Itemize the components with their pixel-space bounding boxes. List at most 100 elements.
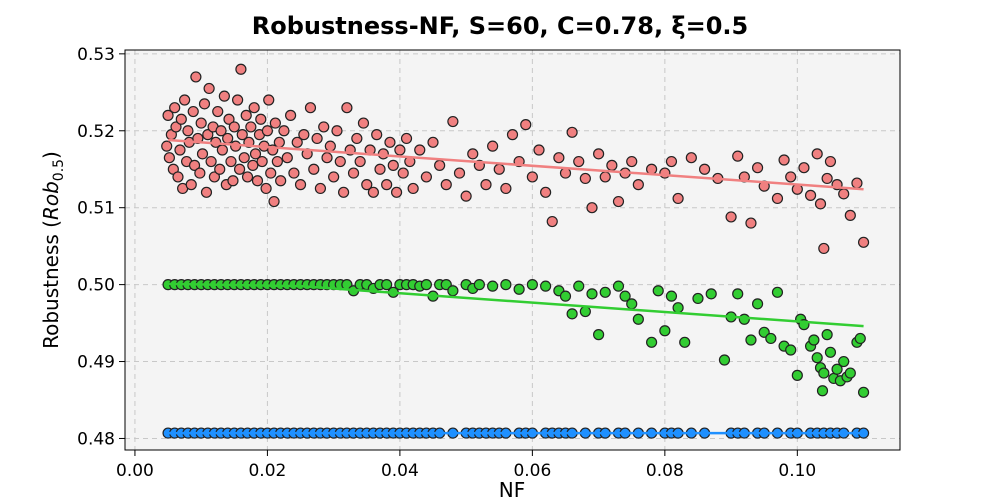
data-point <box>334 155 346 168</box>
x-axis: 0.00 0.02 0.04 0.06 0.08 0.10 <box>116 450 816 481</box>
plot-frame <box>124 49 901 451</box>
data-point <box>235 63 247 75</box>
y-axis-label-italic: Rob <box>39 181 63 220</box>
data-point <box>169 102 181 114</box>
data-point <box>765 332 777 345</box>
data-point <box>187 105 199 118</box>
data-point <box>672 302 684 314</box>
data-point <box>573 280 585 292</box>
data-point <box>233 163 246 175</box>
data-point <box>814 198 827 210</box>
data-point <box>553 152 565 164</box>
data-point <box>361 179 373 191</box>
data-point <box>347 167 360 179</box>
data-point <box>520 119 532 131</box>
data-point <box>407 182 419 195</box>
y-tick-label: 0.50 <box>77 276 115 296</box>
data-point <box>321 152 333 164</box>
data-point <box>371 129 383 141</box>
data-point <box>447 285 459 297</box>
data-point <box>260 182 272 195</box>
data-point <box>238 152 250 164</box>
data-point <box>341 102 353 114</box>
data-point <box>182 125 194 137</box>
data-point <box>632 179 644 191</box>
data-point <box>179 94 191 106</box>
y-axis: 0.48 0.49 0.50 0.51 0.52 0.53 <box>77 45 125 449</box>
data-point <box>705 288 717 300</box>
y-axis-label-subscript: 0.5 <box>51 159 67 181</box>
data-point <box>390 186 403 198</box>
data-point <box>215 125 227 137</box>
data-point <box>170 121 182 133</box>
data-point <box>672 192 684 205</box>
y-tick-label: 0.51 <box>77 199 115 219</box>
y-axis-label: Robustness (Rob0.5) <box>39 151 67 349</box>
data-point <box>818 367 830 379</box>
data-point <box>203 82 215 95</box>
data-point <box>599 171 611 183</box>
data-point <box>337 186 350 198</box>
data-point <box>205 155 217 168</box>
plot-area <box>125 50 900 450</box>
data-point <box>493 163 505 175</box>
data-point <box>854 332 866 345</box>
data-point <box>248 102 260 114</box>
data-point <box>500 279 512 291</box>
data-point <box>831 363 843 375</box>
data-point <box>397 167 409 179</box>
y-tick-label: 0.53 <box>77 45 115 65</box>
y-axis-label-prefix: Robustness ( <box>39 220 63 349</box>
data-point <box>857 386 870 398</box>
data-point <box>394 144 406 156</box>
data-point <box>218 90 230 102</box>
data-point <box>566 308 578 320</box>
data-point <box>816 385 829 397</box>
data-point <box>269 117 281 129</box>
data-point <box>162 109 174 121</box>
data-point <box>579 305 591 318</box>
data-point <box>222 132 234 145</box>
x-axis-label: NF <box>499 478 525 500</box>
data-point <box>467 148 479 160</box>
data-point <box>440 179 452 191</box>
data-point <box>190 71 202 83</box>
data-point <box>172 171 184 183</box>
data-point <box>324 140 336 152</box>
data-point <box>196 148 209 160</box>
data-point <box>771 286 784 298</box>
data-point <box>420 279 432 291</box>
data-point <box>685 152 697 164</box>
data-point <box>367 186 379 198</box>
data-point <box>540 280 552 292</box>
y-tick-label: 0.48 <box>77 429 115 449</box>
series-layer <box>161 63 870 439</box>
data-point <box>778 154 790 166</box>
data-point <box>236 129 248 141</box>
data-point <box>838 188 850 200</box>
x-tick-label: 0.02 <box>248 461 286 481</box>
data-point <box>263 94 275 106</box>
data-point <box>526 279 538 291</box>
data-point <box>208 171 221 183</box>
data-point <box>214 163 226 175</box>
data-point <box>328 171 340 183</box>
data-point <box>652 285 664 297</box>
data-point <box>808 334 820 346</box>
data-point <box>785 344 797 356</box>
x-tick-label: 0.08 <box>646 461 684 481</box>
chart-title: Robustness-NF, S=60, C=0.78, ξ=0.5 <box>252 12 748 40</box>
data-point <box>225 155 237 168</box>
data-point <box>818 242 830 255</box>
data-point <box>381 279 393 291</box>
data-point <box>298 129 310 141</box>
data-point <box>612 195 625 208</box>
data-point <box>212 105 224 118</box>
x-tick-label: 0.00 <box>116 461 154 481</box>
x-tick-label: 0.10 <box>778 461 816 481</box>
data-point <box>400 132 413 145</box>
data-point <box>811 148 823 160</box>
data-point <box>331 125 343 137</box>
data-point <box>751 298 764 310</box>
